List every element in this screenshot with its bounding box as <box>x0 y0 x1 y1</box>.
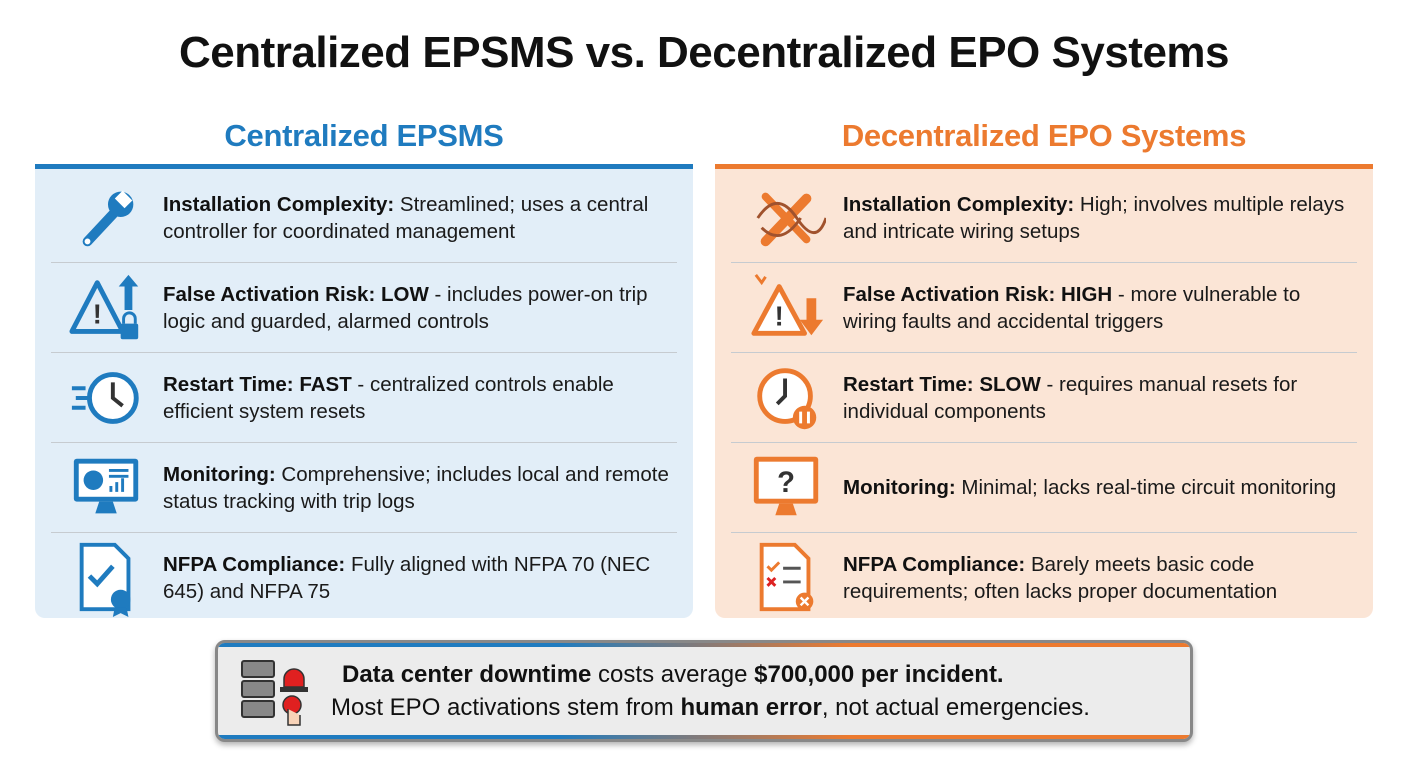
row-description: Minimal; lacks real-time circuit monitor… <box>955 476 1337 499</box>
row-description: Fully aligned with NFPA 70 (NEC 645) and… <box>163 553 651 603</box>
downtime-callout: Data center downtime costs average $700,… <box>215 640 1193 742</box>
tangled-wrench-icon <box>731 179 843 257</box>
svg-text:!: ! <box>775 300 784 331</box>
callout-line-1: Data center downtime costs average $700,… <box>342 661 1004 688</box>
row-text: False Activation Risk: HIGH - more vulne… <box>843 281 1357 335</box>
comparison-row: Monitoring: Comprehensive; includes loca… <box>51 443 677 533</box>
slow-clock-icon <box>731 359 843 437</box>
row-label: False Activation Risk: HIGH <box>843 282 1113 306</box>
row-label: NFPA Compliance: <box>843 553 1026 576</box>
row-text: False Activation Risk: LOW - includes po… <box>163 281 677 335</box>
decentralized-column: Decentralized EPO Systems Installation C… <box>715 118 1373 618</box>
question-monitor-icon: ? <box>731 449 843 527</box>
row-text: Restart Time: SLOW - requires manual res… <box>843 371 1357 425</box>
row-text: Installation Complexity: Streamlined; us… <box>163 191 677 245</box>
column-heading: Centralized EPSMS <box>224 118 504 153</box>
row-description: - includes power-on trip logic and guard… <box>163 282 648 333</box>
comparison-row: Restart Time: SLOW - requires manual res… <box>731 353 1357 443</box>
row-description: - more vulnerable to wiring faults and a… <box>843 282 1301 333</box>
row-text: Installation Complexity: High; involves … <box>843 191 1357 245</box>
svg-text:?: ? <box>777 466 795 498</box>
wrench-icon <box>51 179 163 257</box>
row-text: NFPA Compliance: Barely meets basic code… <box>843 551 1357 605</box>
row-text: Monitoring: Comprehensive; includes loca… <box>163 461 677 515</box>
comparison-row: Restart Time: FAST - centralized control… <box>51 353 677 443</box>
row-label: Restart Time: FAST <box>163 372 352 396</box>
comparison-row: NFPA Compliance: Barely meets basic code… <box>731 533 1357 623</box>
failed-checklist-icon <box>731 539 843 617</box>
warning-down-icon: ! <box>731 269 843 347</box>
fast-clock-icon <box>51 359 163 437</box>
comparison-row: NFPA Compliance: Fully aligned with NFPA… <box>51 533 677 623</box>
row-description: High; involves multiple relays and intri… <box>843 192 1345 243</box>
row-label: Monitoring: <box>843 476 956 499</box>
row-label: Installation Complexity: <box>843 192 1075 216</box>
comparison-row: ? Monitoring: Minimal; lacks real-time c… <box>731 443 1357 533</box>
decentralized-panel: Installation Complexity: High; involves … <box>715 164 1373 618</box>
comparison-row: Installation Complexity: High; involves … <box>731 173 1357 263</box>
row-description: Streamlined; uses a central controller f… <box>163 192 649 243</box>
comparison-row: ! False Activation Risk: HIGH - more vul… <box>731 263 1357 353</box>
server-alarm-icon <box>241 660 308 726</box>
certified-document-icon <box>51 539 163 617</box>
row-label: Monitoring: <box>163 462 276 486</box>
centralized-panel: Installation Complexity: Streamlined; us… <box>35 164 693 618</box>
row-label: Installation Complexity: <box>163 192 395 216</box>
page-title: Centralized EPSMS vs. Decentralized EPO … <box>178 28 1230 77</box>
row-description: - centralized controls enable efficient … <box>163 372 614 423</box>
svg-text:!: ! <box>93 298 102 329</box>
comparison-row: Installation Complexity: Streamlined; us… <box>51 173 677 263</box>
row-text: Restart Time: FAST - centralized control… <box>163 371 677 425</box>
row-description: Comprehensive; includes local and remote… <box>163 462 669 513</box>
row-text: Monitoring: Minimal; lacks real-time cir… <box>843 474 1336 501</box>
dashboard-monitor-icon <box>51 449 163 527</box>
row-label: Restart Time: SLOW <box>843 372 1041 396</box>
row-description: Barely meets basic code requirements; of… <box>843 553 1278 603</box>
row-description: - requires manual resets for individual … <box>843 372 1298 423</box>
row-label: NFPA Compliance: <box>163 553 346 576</box>
centralized-column: Centralized EPSMS Installation Complexit… <box>35 118 693 618</box>
column-heading: Decentralized EPO Systems <box>841 118 1247 153</box>
row-text: NFPA Compliance: Fully aligned with NFPA… <box>163 551 677 605</box>
callout-line-2: Most EPO activations stem from human err… <box>331 694 1090 721</box>
row-label: False Activation Risk: LOW <box>163 282 429 306</box>
warning-lock-icon: ! <box>51 269 163 347</box>
comparison-row: ! False Activation Risk: LOW - includes … <box>51 263 677 353</box>
